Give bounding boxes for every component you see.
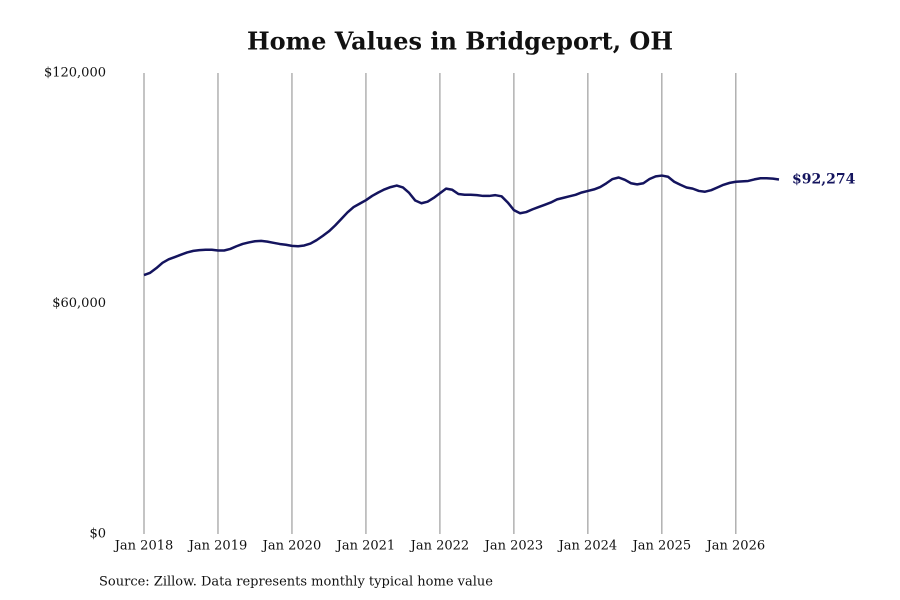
end-label: $92,274: [792, 172, 856, 188]
x-tick-label: Jan 2023: [483, 539, 544, 554]
x-tick-label: Jan 2021: [335, 539, 396, 554]
x-tick-label: Jan 2026: [705, 539, 766, 554]
y-tick-label: $0: [89, 527, 106, 542]
y-tick-label: $120,000: [44, 66, 106, 81]
x-tick-label: Jan 2022: [409, 539, 470, 554]
x-tick-label: Jan 2018: [113, 539, 174, 554]
x-tick-label: Jan 2025: [631, 539, 692, 554]
series-line: [143, 174, 780, 277]
x-tick-label: Jan 2019: [187, 539, 248, 554]
y-tick-label: $60,000: [52, 296, 106, 311]
chart-title: Home Values in Bridgeport, OH: [247, 27, 673, 56]
x-tick-label: Jan 2020: [261, 539, 322, 554]
source-note: Source: Zillow. Data represents monthly …: [99, 575, 493, 590]
x-tick-label: Jan 2024: [557, 539, 618, 554]
